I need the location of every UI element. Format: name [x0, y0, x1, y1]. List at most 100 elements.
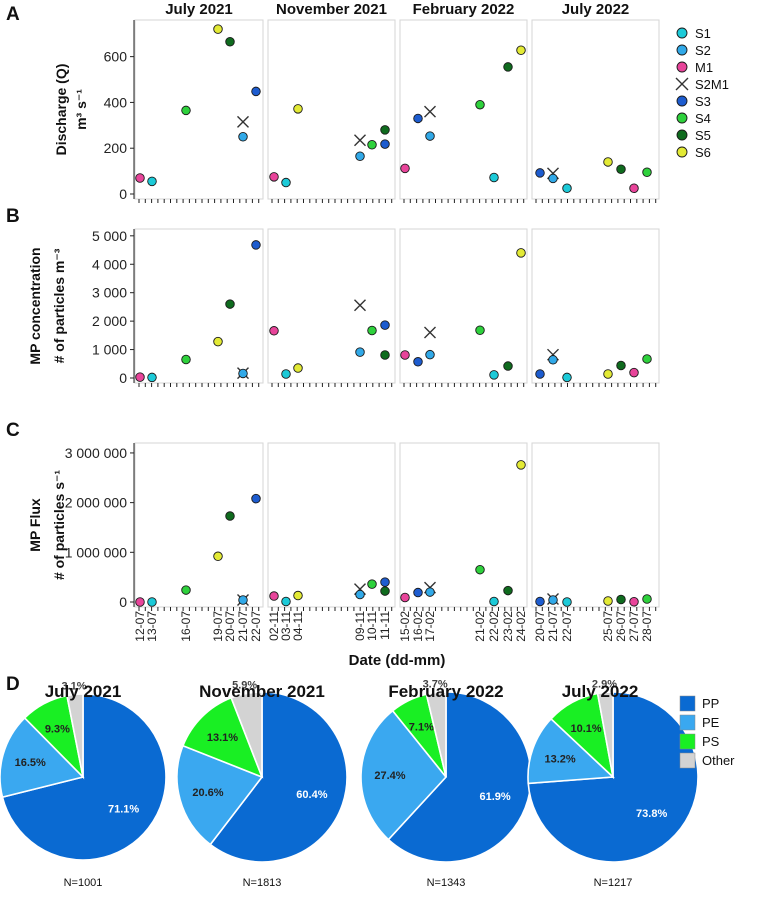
data-point-M1	[400, 163, 410, 174]
panel-letter: B	[6, 206, 20, 227]
x-tick-label: 16-07	[179, 611, 193, 642]
data-point-S5	[380, 586, 390, 596]
legend-marker	[676, 146, 688, 158]
data-point-S3	[535, 596, 545, 607]
pie-label: 3.7%	[423, 679, 448, 691]
facet-panel	[267, 442, 396, 608]
pie-title: July 2022	[562, 682, 639, 701]
pie-label: 5.9%	[232, 680, 257, 692]
data-point-S2	[425, 131, 435, 141]
data-point-S5	[616, 164, 626, 175]
pie-label: 27.4%	[374, 770, 405, 782]
pie-slice-Other	[65, 693, 84, 778]
data-point-M1	[135, 597, 145, 607]
data-point-S3	[251, 493, 261, 504]
pie-slice-PS	[181, 696, 264, 779]
data-point-M1	[629, 597, 639, 607]
pie-legend-swatch	[679, 695, 696, 712]
x-tick-label: 10-11	[365, 611, 379, 641]
data-point-S4	[475, 99, 485, 110]
x-tick-label: 21-07	[236, 611, 250, 642]
data-point-M1	[629, 183, 639, 194]
pie-slice-PP	[209, 691, 348, 863]
facet-panel	[399, 228, 528, 384]
data-point-S5	[503, 62, 513, 72]
data-point-S4	[367, 325, 377, 336]
pie-slice-PP	[387, 691, 532, 863]
y-axis-title: MP concentration	[27, 247, 43, 364]
data-point-S4	[181, 354, 191, 365]
pie-legend-swatch	[679, 752, 696, 769]
x-tick-label: 20-07	[533, 611, 547, 642]
data-point-M1	[629, 367, 639, 378]
data-point-S4	[475, 325, 485, 335]
x-tick-label: 20-07	[223, 611, 237, 642]
y-tick-label: 200	[104, 140, 128, 156]
legend-marker	[676, 129, 688, 141]
x-tick-label: 13-07	[145, 611, 159, 642]
y-axis-title: MP Flux	[27, 498, 43, 552]
y-axis-unit: m³ s⁻¹	[73, 89, 89, 130]
facet-panel	[134, 442, 264, 608]
data-point-S1	[147, 372, 157, 383]
x-tick-label: 25-07	[601, 611, 615, 642]
data-point-M1	[135, 372, 145, 382]
data-point-M1	[135, 173, 145, 183]
legend-label: S3	[695, 94, 711, 109]
data-point-S5	[225, 37, 235, 47]
y-tick-label: 600	[104, 49, 128, 65]
pie-label: 71.1%	[108, 804, 139, 816]
data-point-S3	[251, 240, 261, 250]
y-tick-label: 400	[104, 94, 128, 110]
data-point-S6	[603, 369, 613, 379]
pie-label: 7.1%	[409, 722, 434, 734]
pie-slice-PP	[1, 693, 167, 861]
data-point-S2	[355, 347, 365, 357]
data-point-S5	[503, 585, 513, 596]
pie-n-count: N=1343	[427, 877, 466, 889]
data-point-S2M1	[424, 105, 436, 118]
pie-n-count: N=1001	[64, 877, 103, 889]
pie-label: 61.9%	[479, 791, 510, 803]
data-point-S6	[293, 590, 303, 601]
x-tick-label: 21-02	[473, 611, 487, 642]
data-point-S6	[293, 363, 303, 373]
data-point-S6	[603, 157, 613, 167]
pie-label: 9.3%	[45, 724, 70, 736]
x-tick-label: 11-11	[378, 611, 392, 640]
data-point-S5	[616, 360, 626, 371]
facet-panel	[134, 228, 264, 384]
data-point-S1	[489, 370, 499, 380]
x-tick-label: 16-02	[411, 611, 425, 642]
data-point-S3	[413, 587, 423, 598]
facet-title: July 2022	[562, 1, 630, 18]
data-point-M1	[269, 591, 279, 601]
y-tick-label: 5 000	[92, 228, 127, 244]
x-tick-label: 19-07	[211, 611, 225, 642]
y-axis-unit: # of particles s⁻¹	[51, 470, 67, 580]
legend-label: M1	[695, 60, 713, 75]
panel-letter: D	[6, 674, 20, 695]
data-point-S1	[489, 172, 499, 183]
data-point-S5	[380, 125, 390, 135]
pie-n-count: N=1217	[594, 877, 633, 889]
data-point-S5	[225, 511, 235, 521]
data-point-S4	[642, 594, 652, 604]
data-point-M1	[269, 326, 279, 336]
data-point-S4	[181, 585, 191, 595]
data-point-S1	[281, 369, 291, 379]
data-point-S6	[293, 104, 303, 114]
y-tick-label: 2 000	[92, 313, 127, 329]
data-point-S6	[213, 551, 223, 562]
pie-title: February 2022	[388, 682, 503, 701]
facet-title: February 2022	[413, 1, 515, 18]
data-point-S2M1	[237, 115, 249, 128]
pie-label: 2.9%	[592, 678, 617, 690]
data-point-S3	[380, 139, 390, 149]
data-point-S4	[642, 167, 652, 177]
facet-panel	[531, 19, 660, 200]
y-tick-label: 1 000	[92, 342, 127, 358]
data-point-S1	[281, 177, 291, 188]
data-point-S5	[225, 299, 235, 309]
x-tick-label: 22-02	[487, 611, 501, 642]
